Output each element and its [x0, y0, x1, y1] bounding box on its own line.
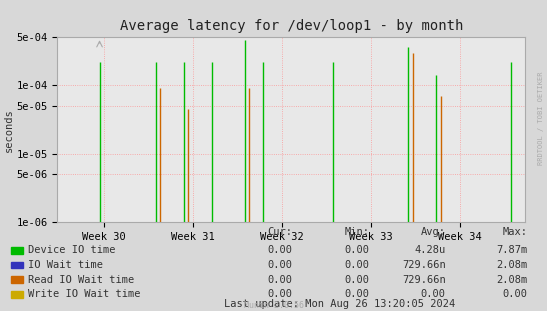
Text: Device IO time: Device IO time: [28, 245, 116, 255]
Text: 0.00: 0.00: [267, 275, 293, 285]
Text: 0.00: 0.00: [344, 275, 369, 285]
Text: 2.08m: 2.08m: [497, 275, 528, 285]
Text: 4.28u: 4.28u: [415, 245, 446, 255]
Text: 0.00: 0.00: [503, 289, 528, 299]
Text: Max:: Max:: [503, 227, 528, 237]
Text: 729.66n: 729.66n: [402, 275, 446, 285]
Text: Avg:: Avg:: [421, 227, 446, 237]
Text: 0.00: 0.00: [267, 245, 293, 255]
Text: 729.66n: 729.66n: [402, 260, 446, 270]
Text: 0.00: 0.00: [421, 289, 446, 299]
Text: 7.87m: 7.87m: [497, 245, 528, 255]
Text: Min:: Min:: [344, 227, 369, 237]
Y-axis label: seconds: seconds: [4, 108, 14, 152]
Text: IO Wait time: IO Wait time: [28, 260, 103, 270]
Text: Read IO Wait time: Read IO Wait time: [28, 275, 135, 285]
Text: RRDTOOL / TOBI OETIKER: RRDTOOL / TOBI OETIKER: [538, 72, 544, 165]
Text: 0.00: 0.00: [344, 289, 369, 299]
Text: 2.08m: 2.08m: [497, 260, 528, 270]
Text: Write IO Wait time: Write IO Wait time: [28, 289, 141, 299]
Text: Last update: Mon Aug 26 13:20:05 2024: Last update: Mon Aug 26 13:20:05 2024: [224, 299, 455, 309]
Text: Munin 2.0.56: Munin 2.0.56: [243, 301, 304, 310]
Text: 0.00: 0.00: [344, 260, 369, 270]
Text: 0.00: 0.00: [344, 245, 369, 255]
Text: 0.00: 0.00: [267, 289, 293, 299]
Text: Cur:: Cur:: [267, 227, 293, 237]
Text: 0.00: 0.00: [267, 260, 293, 270]
Title: Average latency for /dev/loop1 - by month: Average latency for /dev/loop1 - by mont…: [120, 19, 463, 33]
